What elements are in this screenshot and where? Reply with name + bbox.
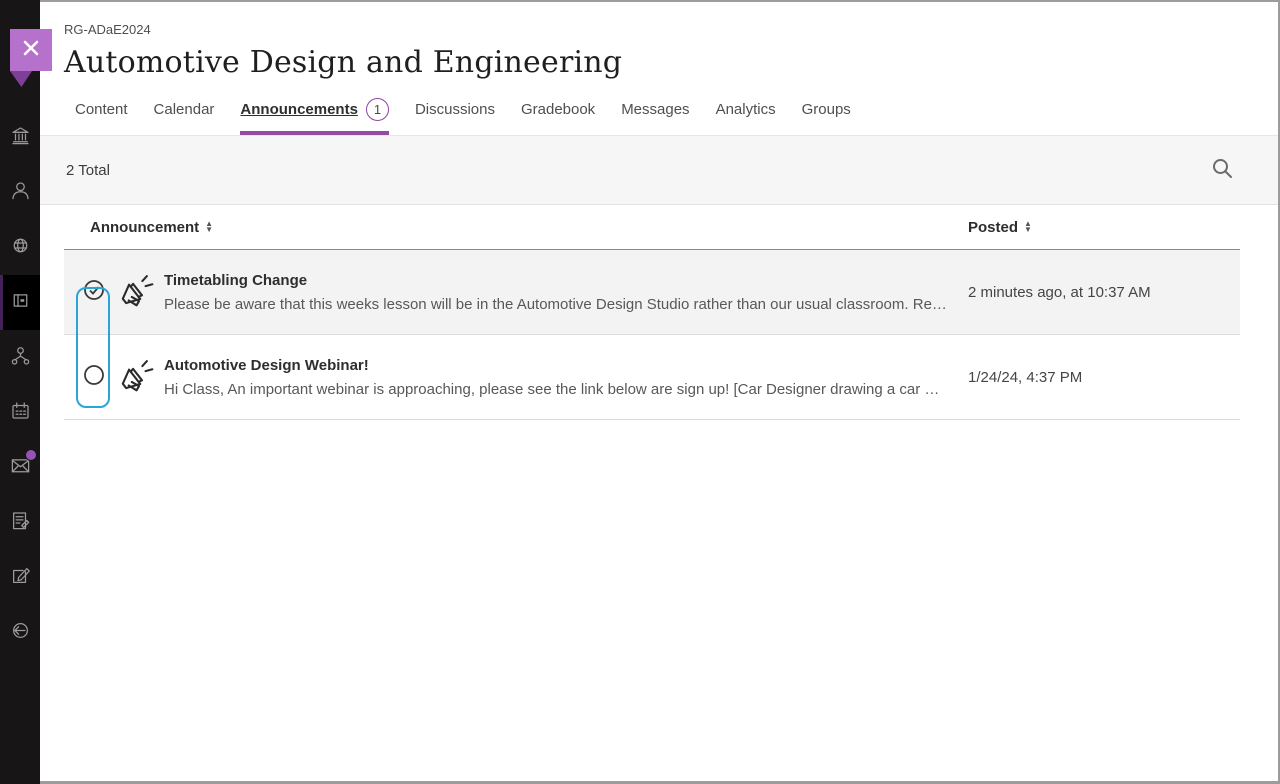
tab-gradebook[interactable]: Gradebook: [520, 100, 596, 118]
row-select-checkbox-checked[interactable]: [78, 279, 110, 306]
course-header: RG-ADaE2024 Automotive Design and Engine…: [40, 2, 1278, 83]
sidebar-item-profile[interactable]: [0, 165, 40, 220]
sort-announcement-header[interactable]: Announcement ▲ ▼: [90, 218, 214, 236]
close-course-button[interactable]: [10, 29, 52, 71]
announcements-toolbar: 2 Total: [40, 136, 1278, 205]
tab-announcements[interactable]: Announcements 1: [240, 83, 389, 135]
sidebar-item-calendar[interactable]: [0, 385, 40, 440]
close-icon: [21, 38, 41, 63]
messages-notification-badge: [25, 449, 37, 461]
search-icon: [1210, 156, 1234, 185]
organizations-icon: [8, 343, 33, 373]
sidebar-item-globe[interactable]: [0, 220, 40, 275]
sort-icon: ▲ ▼: [1024, 219, 1032, 234]
sidebar-item-institution[interactable]: [0, 110, 40, 165]
tab-content[interactable]: Content: [75, 100, 128, 118]
announcements-count-badge: 1: [365, 97, 389, 121]
check-circle-icon: [83, 279, 105, 306]
sidebar-item-grades[interactable]: [0, 495, 40, 550]
tab-messages[interactable]: Messages: [621, 100, 690, 118]
course-nav-tabs: Content Calendar Announcements 1 Discuss…: [40, 83, 1278, 136]
courses-icon: [8, 288, 33, 318]
tab-analytics[interactable]: Analytics: [715, 100, 776, 118]
grades-icon: [8, 508, 33, 538]
sidebar-item-sign-out[interactable]: [0, 605, 40, 660]
sidebar-item-tools[interactable]: [0, 550, 40, 605]
megaphone-icon: [116, 356, 156, 398]
row-select-checkbox-unchecked[interactable]: [78, 364, 110, 391]
circle-icon: [83, 364, 105, 391]
left-nav-rail: [0, 0, 40, 784]
search-button[interactable]: [1210, 156, 1234, 185]
course-id: RG-ADaE2024: [64, 22, 151, 37]
tab-discussions[interactable]: Discussions: [414, 100, 495, 118]
globe-icon: [8, 233, 33, 263]
total-count-label: 2 Total: [66, 161, 110, 179]
main-content: RG-ADaE2024 Automotive Design and Engine…: [40, 2, 1278, 781]
window-frame-right: [1278, 0, 1280, 784]
calendar-icon: [8, 398, 33, 428]
announcement-title-link[interactable]: Automotive Design Webinar!: [164, 356, 369, 374]
sidebar-item-organizations[interactable]: [0, 330, 40, 385]
messages-icon: [8, 453, 33, 483]
sign-out-icon: [8, 618, 33, 648]
posted-timestamp: 1/24/24, 4:37 PM: [968, 368, 1083, 386]
announcement-preview: Please be aware that this weeks lesson w…: [164, 295, 948, 313]
tools-edit-icon: [8, 563, 33, 593]
window-frame-top: [40, 0, 1280, 2]
table-row[interactable]: Automotive Design Webinar! Hi Class, An …: [64, 335, 1240, 420]
sort-posted-header[interactable]: Posted ▲ ▼: [968, 218, 1032, 236]
window-frame-bottom: [40, 781, 1280, 784]
tab-groups[interactable]: Groups: [801, 100, 851, 118]
page-title: Automotive Design and Engineering: [64, 45, 623, 80]
institution-icon: [8, 123, 33, 153]
sidebar-item-messages[interactable]: [0, 440, 40, 495]
tab-calendar[interactable]: Calendar: [153, 100, 215, 118]
profile-icon: [8, 178, 33, 208]
announcement-preview: Hi Class, An important webinar is approa…: [164, 380, 948, 398]
table-row[interactable]: Timetabling Change Please be aware that …: [64, 250, 1240, 335]
table-header-row: Announcement ▲ ▼ Posted ▲ ▼: [64, 205, 1240, 250]
sidebar-item-courses[interactable]: [0, 275, 40, 330]
megaphone-icon: [116, 271, 156, 313]
sort-icon: ▲ ▼: [205, 219, 214, 234]
announcement-title-link[interactable]: Timetabling Change: [164, 271, 308, 289]
posted-timestamp: 2 minutes ago, at 10:37 AM: [968, 283, 1151, 301]
announcements-table: Announcement ▲ ▼ Posted ▲ ▼ Timetabling Ch…: [64, 205, 1240, 420]
